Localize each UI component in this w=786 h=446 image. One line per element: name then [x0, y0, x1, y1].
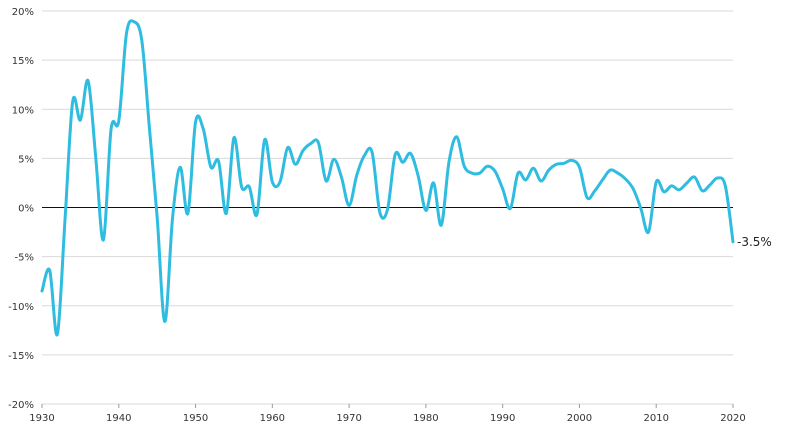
y-tick-label: 5%: [18, 154, 34, 165]
x-tick-label: 1930: [29, 413, 54, 424]
y-tick-label: -10%: [8, 302, 34, 313]
x-tick-label: 1980: [413, 413, 438, 424]
x-tick-label: 1940: [106, 413, 131, 424]
y-tick-label: -20%: [8, 400, 34, 411]
end-value-label: -3.5%: [737, 235, 772, 249]
y-tick-label: 0%: [18, 204, 34, 215]
y-tick-label: -15%: [8, 351, 34, 362]
y-tick-label: 15%: [12, 56, 34, 67]
series-line: [40, 19, 735, 337]
y-tick-label: 20%: [12, 7, 34, 18]
x-tick-label: 1970: [336, 413, 361, 424]
x-axis-ticks: 1930 1940 1950 1960 1970 1980 1990 2000 2010 2020: [29, 404, 746, 424]
y-axis-ticks: 20% 15% 10% 5% 0% -5% -10% -15% -20%: [8, 7, 34, 411]
x-tick-label: 1960: [260, 413, 285, 424]
x-tick-label: 1950: [183, 413, 208, 424]
y-tick-label: 10%: [12, 105, 34, 116]
x-tick-label: 2000: [567, 413, 592, 424]
x-tick-label: 2010: [643, 413, 668, 424]
x-tick-label: 2020: [720, 413, 745, 424]
x-tick-label: 1990: [490, 413, 515, 424]
y-tick-label: -5%: [15, 253, 34, 264]
